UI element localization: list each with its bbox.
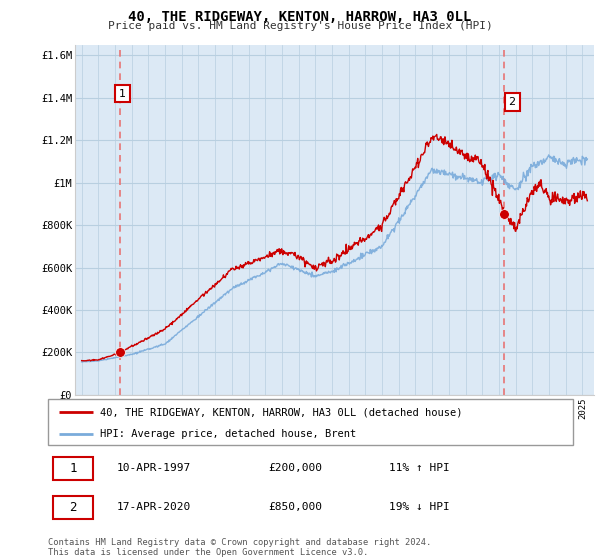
Text: 11% ↑ HPI: 11% ↑ HPI — [389, 463, 450, 473]
Text: £200,000: £200,000 — [269, 463, 323, 473]
Text: £850,000: £850,000 — [269, 502, 323, 512]
Text: 2: 2 — [69, 501, 77, 514]
Text: 40, THE RIDGEWAY, KENTON, HARROW, HA3 0LL (detached house): 40, THE RIDGEWAY, KENTON, HARROW, HA3 0L… — [101, 407, 463, 417]
Text: 2: 2 — [508, 97, 515, 107]
Text: 40, THE RIDGEWAY, KENTON, HARROW, HA3 0LL: 40, THE RIDGEWAY, KENTON, HARROW, HA3 0L… — [128, 10, 472, 24]
Text: 19% ↓ HPI: 19% ↓ HPI — [389, 502, 450, 512]
Text: 17-APR-2020: 17-APR-2020 — [116, 502, 191, 512]
Text: HPI: Average price, detached house, Brent: HPI: Average price, detached house, Bren… — [101, 429, 357, 438]
Text: Price paid vs. HM Land Registry's House Price Index (HPI): Price paid vs. HM Land Registry's House … — [107, 21, 493, 31]
Text: 10-APR-1997: 10-APR-1997 — [116, 463, 191, 473]
Text: 1: 1 — [119, 88, 126, 99]
Text: Contains HM Land Registry data © Crown copyright and database right 2024.
This d: Contains HM Land Registry data © Crown c… — [48, 538, 431, 557]
FancyBboxPatch shape — [53, 456, 92, 480]
FancyBboxPatch shape — [53, 496, 92, 519]
Text: 1: 1 — [69, 461, 77, 475]
